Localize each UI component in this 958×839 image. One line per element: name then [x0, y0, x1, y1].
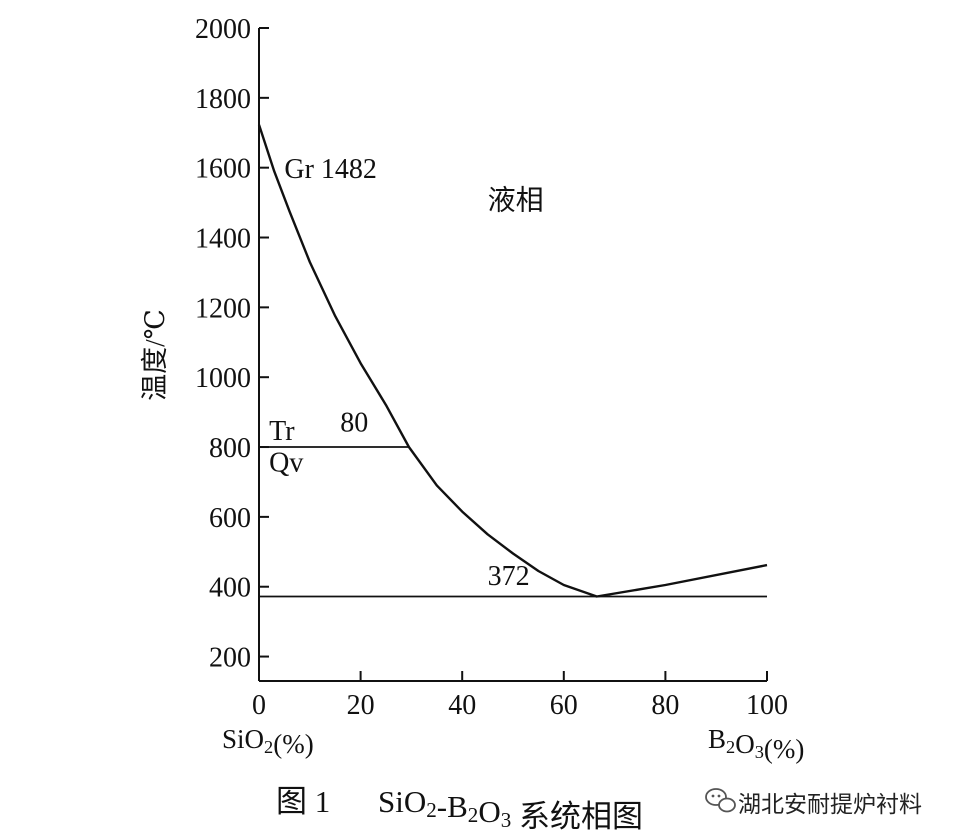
y-tick-label: 800: [209, 433, 251, 464]
y-axis-label: 温度/℃: [140, 309, 170, 401]
y-tick-label: 1400: [195, 224, 251, 255]
watermark-text: 湖北安耐提炉衬料: [738, 792, 922, 818]
y-tick-label: 600: [209, 503, 251, 534]
y-tick-label: 2000: [195, 14, 251, 45]
y-tick-label: 1800: [195, 84, 251, 115]
y-tick-label: 400: [209, 573, 251, 604]
x-tick-label: 20: [347, 690, 375, 721]
x-axis-label-left: SiO2(%): [222, 724, 314, 759]
wechat-bubble-large: [705, 788, 727, 806]
wechat-dot: [717, 794, 721, 798]
y-tick-label: 1200: [195, 293, 251, 324]
x-axis-label-right: B2O3(%): [708, 724, 804, 764]
x-tick-label: 40: [448, 690, 476, 721]
annotation-label: 372: [488, 561, 530, 592]
figure-caption: SiO2-B2O3 系统相图: [378, 784, 643, 834]
y-tick-label: 1000: [195, 363, 251, 394]
x-tick-label: 80: [651, 690, 679, 721]
annotation-label: Qv: [269, 447, 303, 478]
figure-number: 图 1: [276, 784, 330, 819]
annotation-label: 80: [340, 407, 368, 438]
wechat-dot: [711, 794, 715, 798]
labels-group: 温度/℃ SiO2(%) B2O3(%) 图 1 SiO2-B2O3 系统相图 湖北安耐提…: [140, 309, 922, 834]
x-tick-label: 0: [252, 690, 266, 721]
axes: 200 400 600 800 1000 1200 1400 1600 1800 2000 0 20 4…: [195, 14, 788, 721]
annotation-label: Gr 1482: [284, 154, 377, 185]
x-tick-label: 60: [550, 690, 578, 721]
series-group: [257, 124, 768, 598]
wechat-icon: [705, 788, 736, 813]
annotation-label: Tr: [269, 416, 295, 447]
wechat-bubble-small: [718, 797, 736, 813]
y-tick-label: 200: [209, 643, 251, 674]
y-tick-label: 1600: [195, 154, 251, 185]
series-line-0: [257, 124, 768, 598]
annotation-label: 液相: [488, 185, 544, 217]
x-tick-label: 100: [746, 690, 788, 721]
